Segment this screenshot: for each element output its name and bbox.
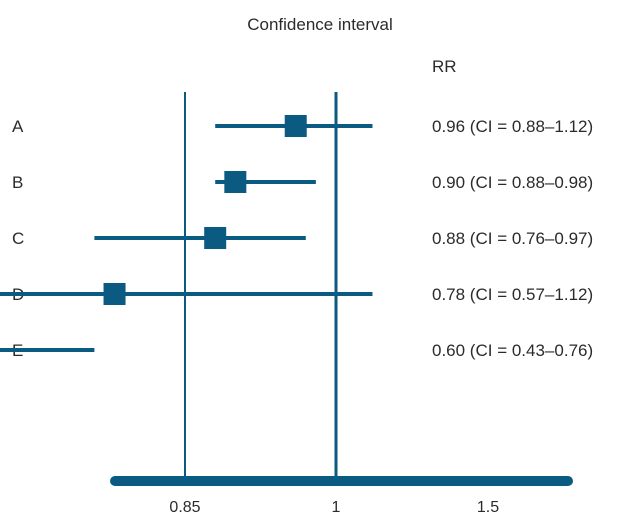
x-axis-ticks: 0.85 1 1.5 — [169, 499, 499, 516]
reference-lines — [184, 92, 338, 478]
rr-value-label: 0.60 (CI = 0.43–0.76) — [432, 341, 593, 360]
point-estimate — [284, 115, 307, 137]
rr-column-header: RR — [432, 57, 457, 76]
point-estimate — [204, 227, 227, 249]
x-tick-label: 1.5 — [477, 499, 499, 516]
point-estimate — [224, 171, 247, 193]
row-label: A — [12, 117, 24, 136]
x-tick-label: 1 — [332, 499, 341, 516]
rr-value-label: 0.96 (CI = 0.88–1.12) — [432, 117, 593, 136]
row-label: C — [12, 229, 24, 248]
point-estimate — [103, 283, 126, 305]
row-label: B — [12, 173, 23, 192]
rr-value-label: 0.90 (CI = 0.88–0.98) — [432, 173, 593, 192]
rr-value-label: 0.88 (CI = 0.76–0.97) — [432, 229, 593, 248]
study-rows: A 0.96 (CI = 0.88–1.12) B 0.90 (CI = 0.88–0… — [0, 115, 593, 360]
chart-title: Confidence interval — [247, 15, 393, 34]
rr-value-label: 0.78 (CI = 0.57–1.12) — [432, 285, 593, 304]
x-tick-label: 0.85 — [169, 499, 200, 516]
